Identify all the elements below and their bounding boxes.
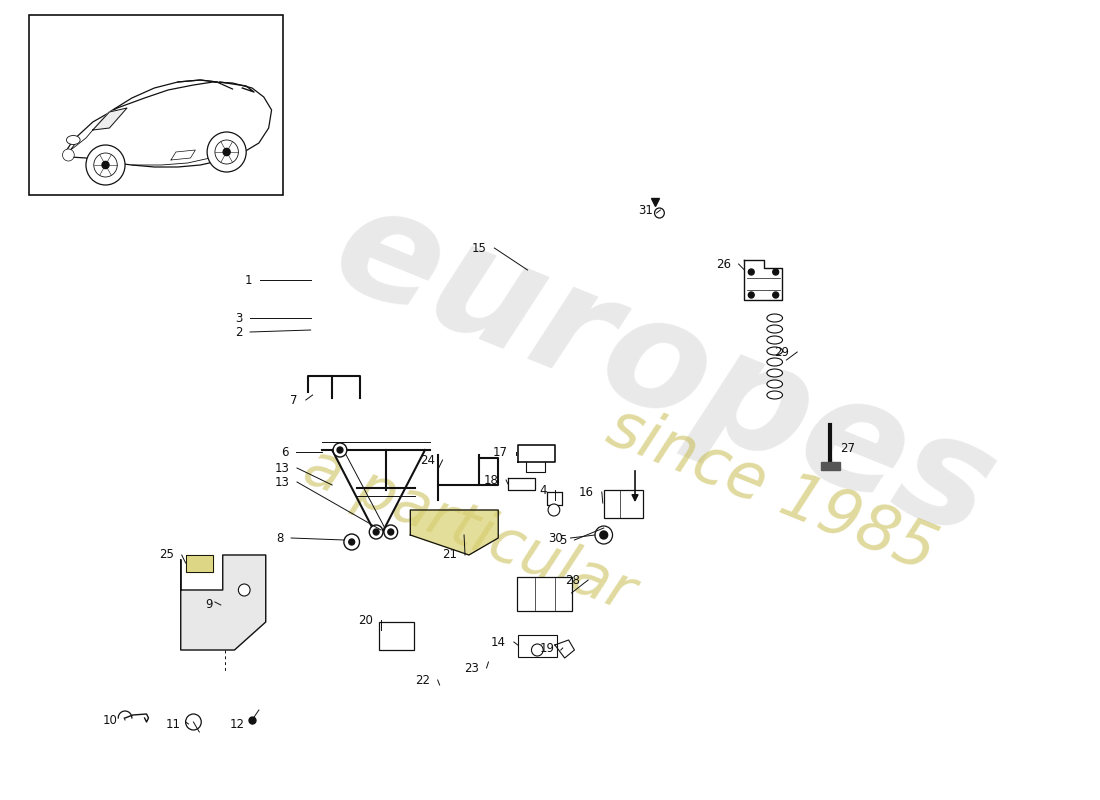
Text: 1: 1 bbox=[244, 274, 252, 286]
Ellipse shape bbox=[767, 336, 782, 344]
Text: 6: 6 bbox=[280, 446, 288, 458]
Ellipse shape bbox=[66, 135, 80, 145]
Text: 11: 11 bbox=[166, 718, 180, 730]
Circle shape bbox=[773, 292, 779, 298]
Circle shape bbox=[337, 447, 343, 453]
Circle shape bbox=[63, 149, 74, 161]
Polygon shape bbox=[410, 510, 498, 555]
Circle shape bbox=[102, 162, 109, 169]
Circle shape bbox=[344, 534, 360, 550]
Text: 15: 15 bbox=[472, 242, 486, 254]
Text: 22: 22 bbox=[415, 674, 430, 686]
Text: 25: 25 bbox=[160, 549, 174, 562]
Circle shape bbox=[388, 529, 394, 535]
Text: a particular: a particular bbox=[295, 437, 642, 623]
Text: 19: 19 bbox=[540, 642, 554, 654]
Circle shape bbox=[384, 525, 397, 539]
Circle shape bbox=[373, 529, 380, 535]
Circle shape bbox=[214, 140, 239, 164]
Ellipse shape bbox=[767, 358, 782, 366]
Ellipse shape bbox=[767, 380, 782, 388]
Circle shape bbox=[548, 504, 560, 516]
Circle shape bbox=[349, 539, 354, 545]
Circle shape bbox=[223, 149, 230, 155]
Polygon shape bbox=[821, 462, 840, 470]
Text: 13: 13 bbox=[274, 462, 289, 474]
Text: 21: 21 bbox=[442, 549, 458, 562]
Bar bbox=[518, 635, 557, 657]
Circle shape bbox=[333, 443, 346, 457]
Circle shape bbox=[773, 269, 779, 275]
Circle shape bbox=[595, 526, 613, 544]
Text: 9: 9 bbox=[206, 598, 213, 611]
Bar bbox=[379, 622, 415, 650]
Circle shape bbox=[239, 584, 250, 596]
Circle shape bbox=[186, 714, 201, 730]
Text: 8: 8 bbox=[276, 531, 284, 545]
Ellipse shape bbox=[767, 314, 782, 322]
Text: 17: 17 bbox=[493, 446, 508, 458]
Text: 18: 18 bbox=[483, 474, 498, 486]
Circle shape bbox=[654, 208, 664, 218]
Ellipse shape bbox=[767, 391, 782, 399]
Bar bbox=[30, 15, 284, 195]
Text: 5: 5 bbox=[559, 534, 566, 546]
Text: 29: 29 bbox=[774, 346, 790, 358]
Text: 3: 3 bbox=[235, 311, 242, 325]
Text: 10: 10 bbox=[102, 714, 118, 726]
Bar bbox=[604, 490, 642, 518]
Text: 4: 4 bbox=[540, 483, 547, 497]
FancyBboxPatch shape bbox=[517, 577, 572, 611]
Ellipse shape bbox=[767, 369, 782, 377]
Circle shape bbox=[600, 531, 607, 539]
Text: 31: 31 bbox=[638, 203, 652, 217]
Text: 12: 12 bbox=[229, 718, 244, 730]
Circle shape bbox=[94, 153, 118, 177]
Text: 24: 24 bbox=[420, 454, 434, 466]
Polygon shape bbox=[92, 108, 126, 130]
Circle shape bbox=[207, 132, 246, 172]
Circle shape bbox=[748, 292, 755, 298]
Ellipse shape bbox=[767, 347, 782, 355]
Text: europes: europes bbox=[314, 170, 1015, 570]
Text: 26: 26 bbox=[716, 258, 730, 270]
Text: 20: 20 bbox=[359, 614, 373, 626]
Text: 13: 13 bbox=[274, 475, 289, 489]
Text: 23: 23 bbox=[464, 662, 478, 674]
Circle shape bbox=[531, 644, 543, 656]
Text: 27: 27 bbox=[840, 442, 855, 454]
Text: 16: 16 bbox=[579, 486, 594, 498]
Text: since 1985: since 1985 bbox=[598, 396, 945, 584]
Text: 30: 30 bbox=[548, 531, 563, 545]
Text: 14: 14 bbox=[491, 635, 506, 649]
Circle shape bbox=[370, 525, 383, 539]
Text: 7: 7 bbox=[290, 394, 298, 406]
Circle shape bbox=[86, 145, 125, 185]
Text: 28: 28 bbox=[565, 574, 581, 586]
Ellipse shape bbox=[767, 325, 782, 333]
Circle shape bbox=[748, 269, 755, 275]
Polygon shape bbox=[745, 260, 782, 300]
Polygon shape bbox=[180, 555, 266, 650]
Polygon shape bbox=[186, 555, 213, 572]
Text: 2: 2 bbox=[234, 326, 242, 338]
